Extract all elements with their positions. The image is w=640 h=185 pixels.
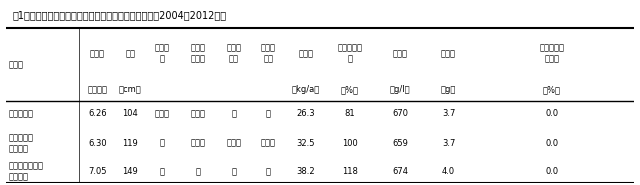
Text: 中: 中 <box>266 109 271 118</box>
Text: 674: 674 <box>392 167 408 176</box>
Text: 26.3: 26.3 <box>296 109 316 118</box>
Text: 雹害抵
抗性: 雹害抵 抗性 <box>260 44 276 63</box>
Text: 7.05: 7.05 <box>88 167 107 176</box>
Text: 6.26: 6.26 <box>88 109 107 118</box>
Text: 670: 670 <box>392 109 408 118</box>
Text: 149: 149 <box>122 167 138 176</box>
Text: （月日）: （月日） <box>87 85 108 94</box>
Text: 強: 強 <box>195 167 200 176</box>
Text: エルシン酸
含有率: エルシン酸 含有率 <box>540 44 564 63</box>
Text: 強: 強 <box>159 167 164 176</box>
Text: 子実重: 子実重 <box>298 49 314 58</box>
Text: （g）: （g） <box>441 85 456 94</box>
Text: 千粒重: 千粒重 <box>441 49 456 58</box>
Text: やや強: やや強 <box>190 109 205 118</box>
Text: やや強: やや強 <box>227 139 241 148</box>
Text: 3.7: 3.7 <box>442 139 455 148</box>
Text: （g/l）: （g/l） <box>390 85 410 94</box>
Text: やや強: やや強 <box>260 139 276 148</box>
Text: 118: 118 <box>342 167 358 176</box>
Text: 3.7: 3.7 <box>442 109 455 118</box>
Text: ななしきぶ
（対照）: ななしきぶ （対照） <box>9 134 34 153</box>
Text: 0.0: 0.0 <box>545 167 559 176</box>
Text: 強: 強 <box>231 167 236 176</box>
Text: 38.2: 38.2 <box>296 167 316 176</box>
Text: （cm）: （cm） <box>119 85 141 94</box>
Text: やや強: やや強 <box>190 139 205 148</box>
Text: ななしきぶ
比: ななしきぶ 比 <box>337 44 362 63</box>
Text: 659: 659 <box>392 139 408 148</box>
Text: （%）: （%） <box>340 85 359 94</box>
Text: 0.0: 0.0 <box>545 109 559 118</box>
Text: 6.30: 6.30 <box>88 139 107 148</box>
Text: 菌核病
抵抗性: 菌核病 抵抗性 <box>190 44 205 63</box>
Text: ななはるか: ななはるか <box>9 109 34 118</box>
Text: 容積重: 容積重 <box>392 49 408 58</box>
Text: 品種名: 品種名 <box>9 60 24 69</box>
Text: 表1　育成地（岩手県盛岡市）における生育調査結果（2004～2012年）: 表1 育成地（岩手県盛岡市）における生育調査結果（2004～2012年） <box>13 10 227 20</box>
Text: 強: 強 <box>159 139 164 148</box>
Text: 32.5: 32.5 <box>296 139 315 148</box>
Text: 81: 81 <box>344 109 355 118</box>
Text: キザキノナタネ
（標準）: キザキノナタネ （標準） <box>9 162 44 181</box>
Text: やや強: やや強 <box>154 109 169 118</box>
Text: 104: 104 <box>122 109 138 118</box>
Text: 耐倒伏
性: 耐倒伏 性 <box>154 44 169 63</box>
Text: （%）: （%） <box>543 85 561 94</box>
Text: 100: 100 <box>342 139 358 148</box>
Text: 4.0: 4.0 <box>442 167 455 176</box>
Text: 0.0: 0.0 <box>545 139 559 148</box>
Text: 119: 119 <box>122 139 138 148</box>
Text: 成熟期: 成熟期 <box>90 49 105 58</box>
Text: （kg/a）: （kg/a） <box>292 85 320 94</box>
Text: 寒害抵
抗性: 寒害抵 抗性 <box>227 44 241 63</box>
Text: 強: 強 <box>266 167 271 176</box>
Text: 中: 中 <box>231 109 236 118</box>
Text: 草丈: 草丈 <box>125 49 135 58</box>
